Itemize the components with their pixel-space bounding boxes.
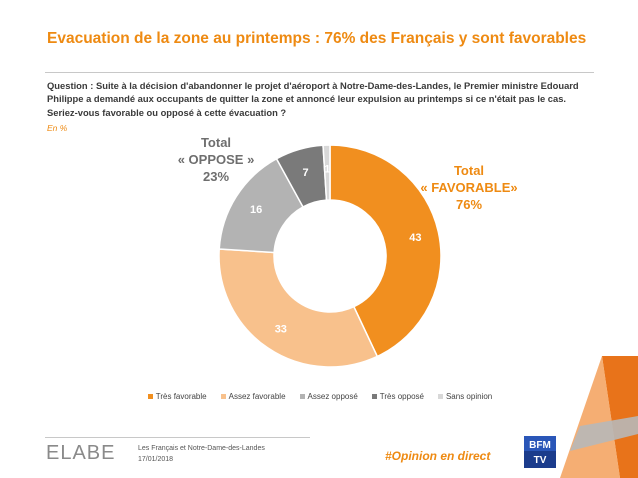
donut-slice-2 [218, 248, 379, 368]
slice-value-label-5: 1 [324, 164, 330, 176]
legend-swatch [147, 394, 153, 399]
legend-item-3: Assez opposé [299, 392, 358, 401]
legend-label: Assez favorable [228, 392, 286, 401]
slice-value-label-3: 16 [250, 204, 262, 216]
legend-label: Très favorable [155, 392, 207, 401]
page-title: Evacuation de la zone au printemps : 76%… [47, 30, 587, 47]
total-oppose-callout: Total « OPPOSE » 23% [170, 134, 262, 185]
footer-date: 17/01/2018 [138, 456, 174, 463]
chart-legend: Très favorable Assez favorable Assez oppos… [110, 392, 530, 401]
elabe-logo: ELABE [46, 442, 116, 464]
legend-swatch [371, 394, 377, 399]
slice-value-label-4: 7 [303, 167, 309, 179]
unit-label: En % [47, 123, 68, 133]
legend-label: Assez opposé [307, 392, 358, 401]
donut-slice-5 [322, 144, 331, 201]
total-favorable-line1: Total [453, 163, 485, 178]
slice-value-label-2: 33 [275, 323, 287, 335]
svg-text:TV: TV [534, 455, 547, 466]
legend-item-2: Assez favorable [220, 392, 286, 401]
legend-label: Sans opinion [445, 392, 493, 401]
slice-value-label-1: 43 [409, 232, 421, 244]
legend-item-4: Très opposé [371, 392, 424, 401]
legend-item-1: Très favorable [147, 392, 207, 401]
brand-triangle-decoration [560, 356, 638, 478]
total-oppose-line2: « OPPOSE » [177, 152, 255, 167]
bfm-tv-logo: BFM TV [524, 436, 556, 468]
total-oppose-line1: Total [200, 135, 232, 150]
total-favorable-line3: 76% [455, 197, 483, 212]
question-text: Question : Suite à la décision d'abandon… [47, 80, 579, 104]
total-favorable-callout: Total « FAVORABLE» 76% [414, 162, 524, 213]
footer-study-name: Les Français et Notre-Dame-des-Landes [138, 445, 265, 452]
legend-swatch [299, 394, 305, 399]
question-subtext: Seriez-vous favorable ou opposé à cette … [47, 107, 287, 118]
donut-slice-1 [329, 144, 442, 358]
legend-swatch [437, 394, 443, 399]
legend-swatch [220, 394, 226, 399]
legend-item-5: Sans opinion [437, 392, 493, 401]
total-oppose-line3: 23% [202, 169, 230, 184]
title-divider [45, 72, 594, 73]
svg-text:BFM: BFM [529, 440, 551, 451]
footer-divider [45, 437, 310, 438]
hashtag: #Opinion en direct [385, 449, 491, 463]
legend-label: Très opposé [379, 392, 424, 401]
total-favorable-line2: « FAVORABLE» [420, 180, 518, 195]
